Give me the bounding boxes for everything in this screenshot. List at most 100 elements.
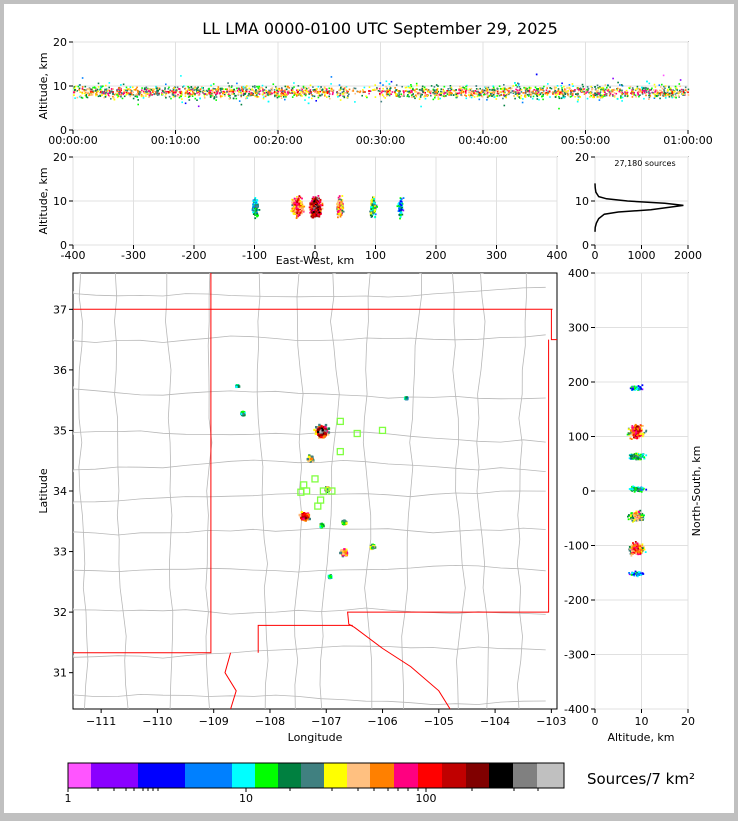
source-point — [112, 88, 114, 90]
source-point — [496, 98, 498, 100]
source-point — [565, 90, 567, 92]
source-point — [464, 87, 466, 89]
source-point — [492, 89, 494, 91]
source-point — [130, 86, 132, 88]
altitude-tick-label: 0 — [60, 124, 67, 137]
ew-xlabel: East-West, km — [276, 254, 354, 267]
source-point — [669, 96, 671, 98]
source-point — [493, 87, 495, 89]
source-point — [389, 93, 391, 95]
source-point — [298, 209, 300, 211]
source-point — [525, 92, 527, 94]
source-point — [665, 97, 667, 99]
source-point — [599, 96, 601, 98]
source-point — [255, 214, 257, 216]
source-point — [339, 195, 341, 197]
source-point — [660, 94, 662, 96]
source-point — [578, 89, 580, 91]
source-point — [277, 97, 279, 99]
source-point — [381, 101, 383, 103]
source-point — [347, 95, 349, 97]
source-point — [163, 92, 165, 94]
source-point — [379, 88, 381, 90]
source-point — [247, 95, 249, 97]
source-point — [279, 89, 281, 91]
source-point — [309, 204, 311, 206]
source-point — [209, 92, 211, 94]
source-point — [424, 87, 426, 89]
source-point — [612, 95, 614, 97]
source-point — [525, 96, 527, 98]
source-point — [281, 93, 283, 95]
source-point — [675, 86, 677, 88]
source-point — [332, 94, 334, 96]
source-point — [632, 96, 634, 98]
source-point — [330, 83, 332, 85]
source-point — [596, 94, 598, 96]
source-point — [374, 207, 376, 209]
source-point — [164, 87, 166, 89]
source-point — [386, 95, 388, 97]
source-point — [400, 200, 402, 202]
source-point — [317, 198, 319, 200]
source-point — [617, 90, 619, 92]
source-point — [301, 89, 303, 91]
source-point — [194, 93, 196, 95]
source-point — [340, 93, 342, 95]
source-point — [85, 86, 87, 88]
source-point — [675, 95, 677, 97]
source-point — [136, 93, 138, 95]
source-point — [372, 208, 374, 210]
source-point — [74, 97, 76, 99]
source-point — [680, 79, 682, 81]
source-point — [418, 94, 420, 96]
source-point — [498, 92, 500, 94]
source-point — [135, 96, 137, 98]
source-point — [292, 208, 294, 210]
source-point — [401, 214, 403, 216]
source-point — [120, 84, 122, 86]
source-point — [494, 96, 496, 98]
source-point — [459, 86, 461, 88]
source-point — [531, 93, 533, 95]
source-point — [143, 97, 145, 99]
source-point — [245, 98, 247, 100]
source-point — [375, 96, 377, 98]
source-point — [88, 88, 90, 90]
source-point — [672, 91, 674, 93]
source-point — [547, 94, 549, 96]
source-point — [416, 88, 418, 90]
source-point — [586, 89, 588, 91]
source-point — [181, 102, 183, 104]
source-point — [149, 95, 151, 97]
source-point — [477, 91, 479, 93]
source-point — [555, 91, 557, 93]
source-point — [277, 91, 279, 93]
source-point — [521, 91, 523, 93]
source-point — [243, 86, 245, 88]
source-point — [116, 89, 118, 91]
source-point — [503, 92, 505, 94]
source-point — [214, 92, 216, 94]
source-point — [87, 88, 89, 90]
source-point — [540, 93, 542, 95]
source-point — [310, 89, 312, 91]
source-point — [405, 87, 407, 89]
source-point — [473, 92, 475, 94]
source-point — [465, 91, 467, 93]
source-point — [683, 89, 685, 91]
source-point — [617, 82, 619, 84]
source-point — [274, 95, 276, 97]
source-point — [297, 91, 299, 93]
source-point — [299, 93, 301, 95]
source-point — [304, 99, 306, 101]
source-point — [379, 93, 381, 95]
histogram-y-tick-label: 10 — [575, 195, 589, 208]
source-point — [479, 88, 481, 90]
source-point — [156, 93, 158, 95]
source-point — [656, 93, 658, 95]
source-point — [385, 86, 387, 88]
source-point — [620, 95, 622, 97]
source-point — [414, 98, 416, 100]
source-point — [255, 208, 257, 210]
